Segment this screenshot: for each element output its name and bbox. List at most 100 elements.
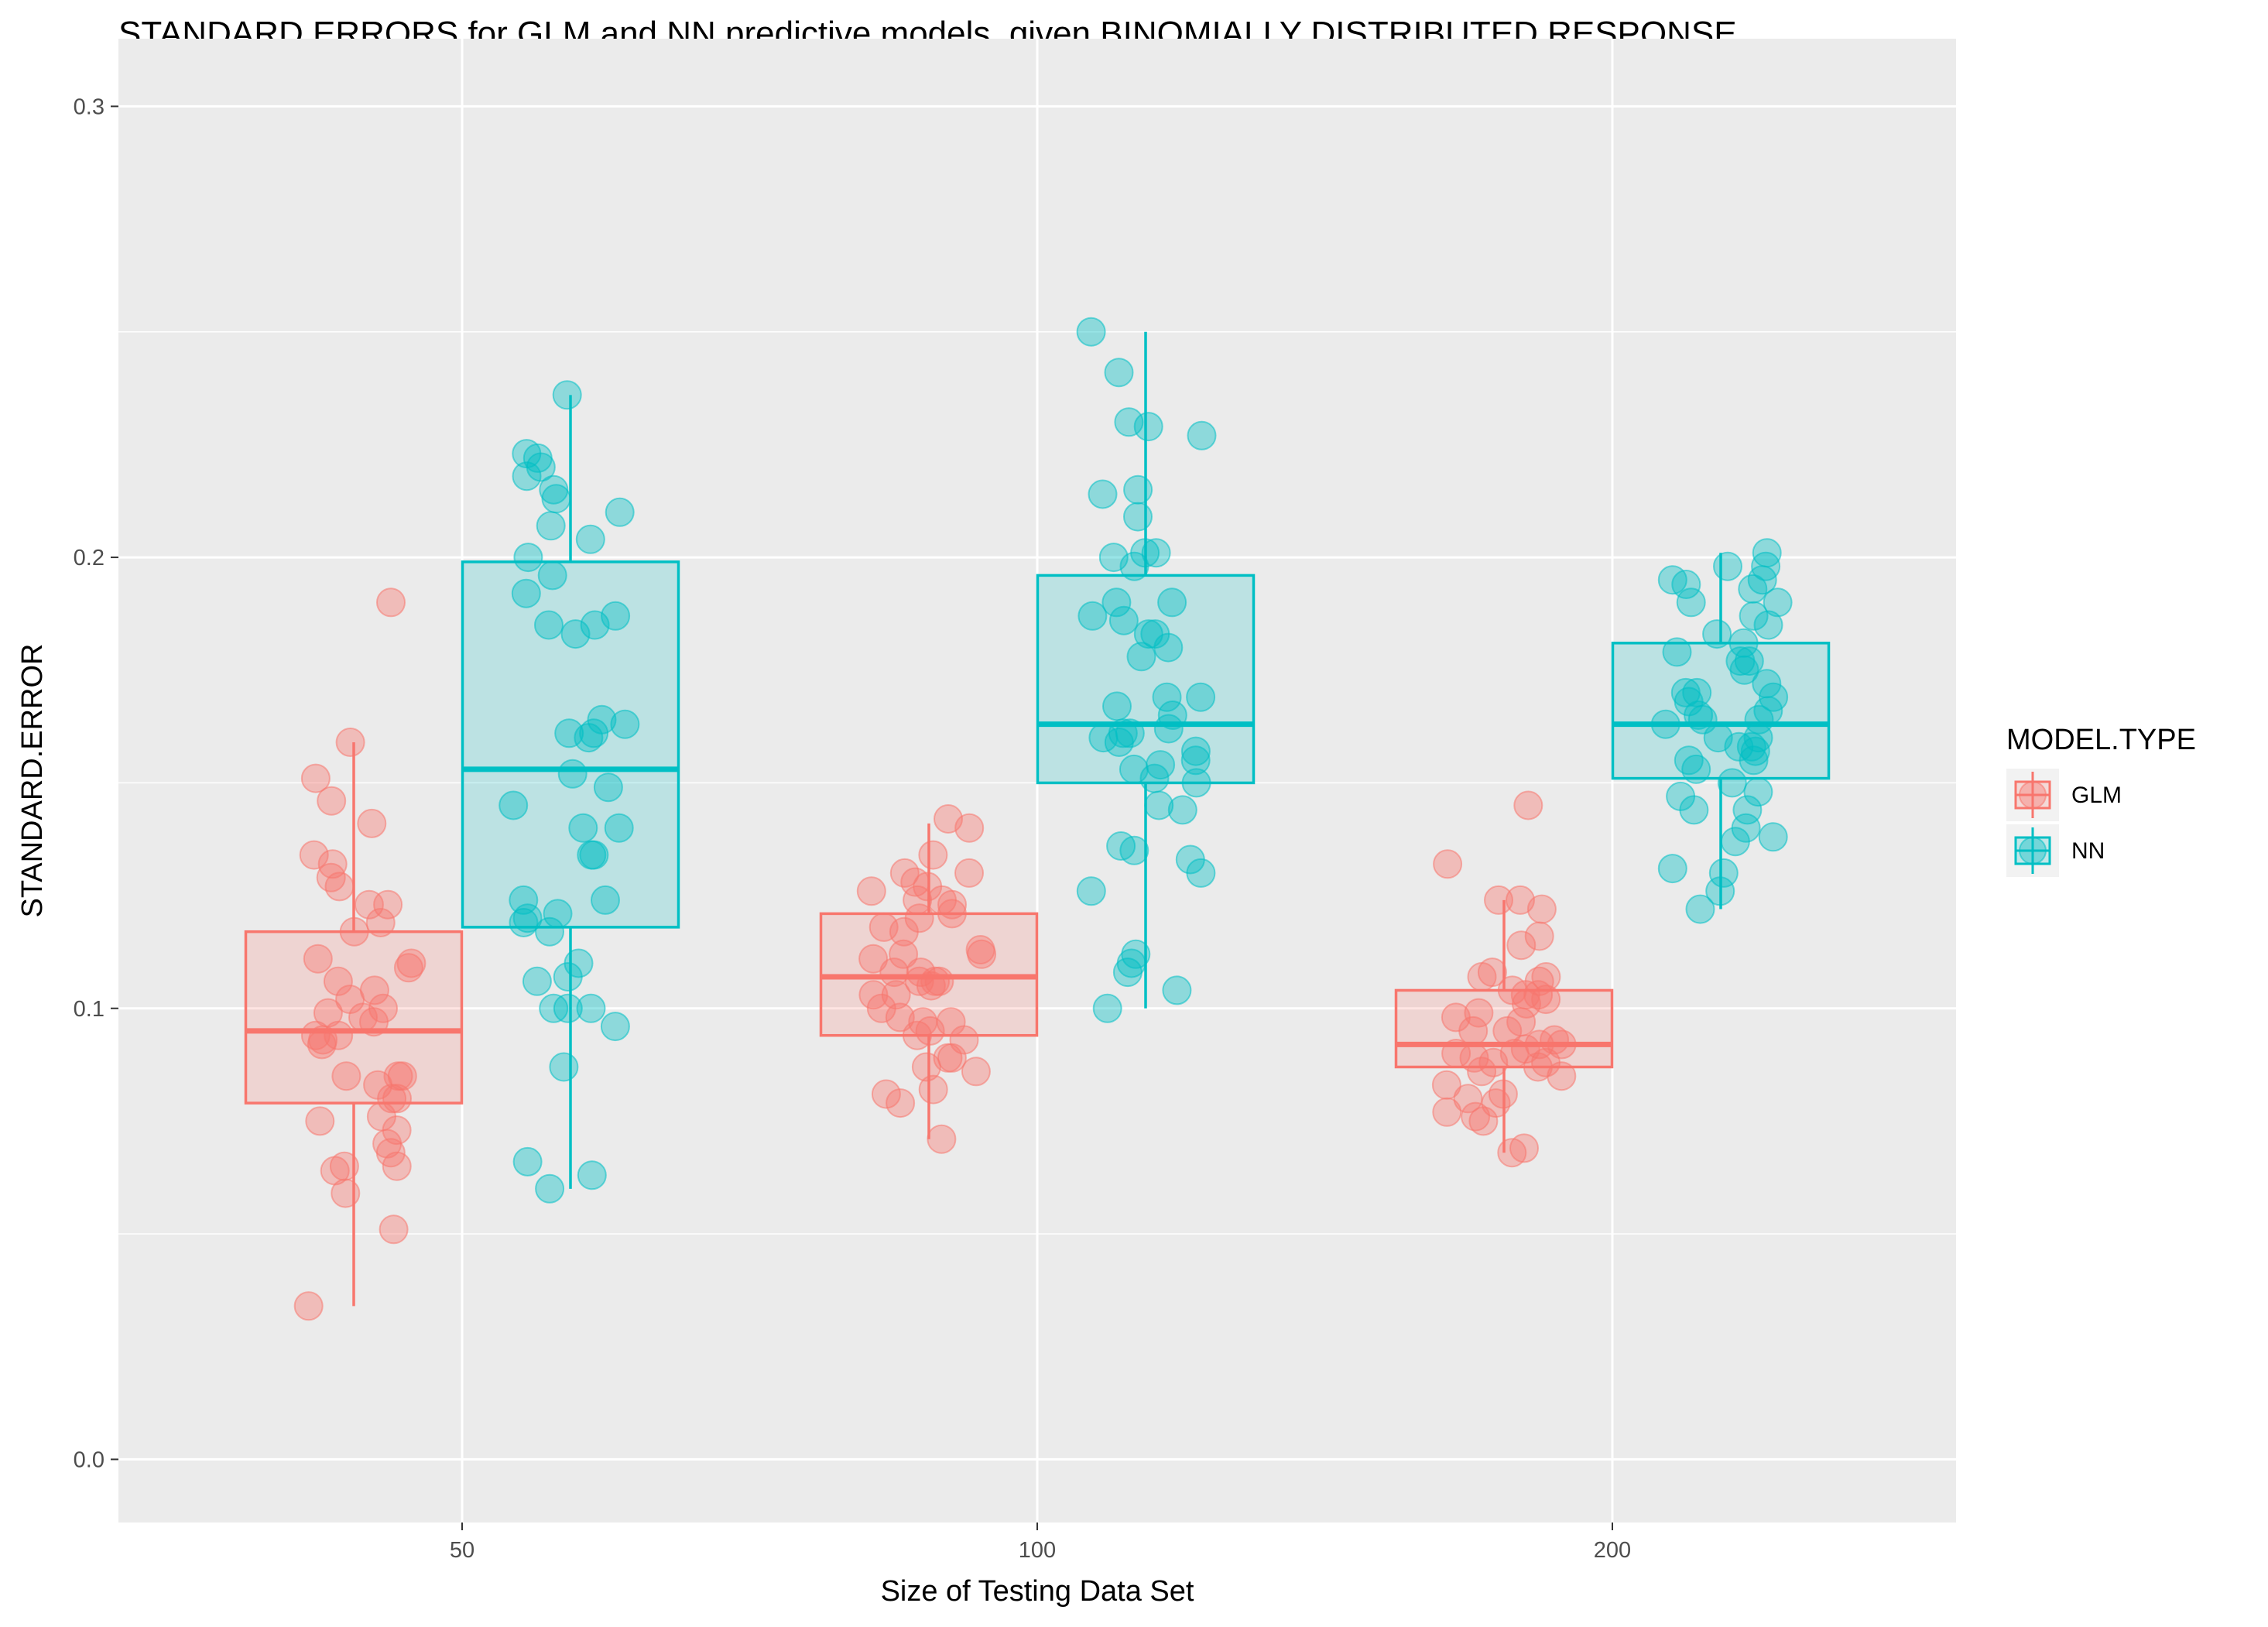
box-nn-100 bbox=[1036, 331, 1256, 1009]
data-point-nn bbox=[1186, 682, 1216, 712]
data-point-glm bbox=[885, 1002, 915, 1033]
data-point-nn bbox=[1077, 601, 1108, 631]
data-point-glm bbox=[331, 1178, 361, 1208]
data-point-nn bbox=[1732, 795, 1763, 825]
data-point-glm bbox=[1506, 885, 1535, 915]
data-point-nn bbox=[580, 610, 610, 640]
data-point-nn bbox=[1153, 714, 1184, 744]
y-tick-label: 0.3 bbox=[74, 94, 104, 119]
data-point-nn bbox=[1092, 993, 1122, 1023]
data-point-nn bbox=[552, 380, 582, 410]
data-point-nn bbox=[1088, 723, 1119, 753]
data-point-nn bbox=[1088, 479, 1118, 509]
data-point-glm bbox=[856, 876, 886, 906]
data-point-glm bbox=[1506, 930, 1537, 961]
data-point-nn bbox=[1187, 420, 1217, 450]
data-point-nn bbox=[1162, 975, 1192, 1005]
x-tick-label: 100 bbox=[1019, 1538, 1056, 1563]
data-point-glm bbox=[915, 1016, 945, 1046]
data-point-nn bbox=[1108, 605, 1139, 635]
data-point-nn bbox=[539, 993, 569, 1023]
data-point-nn bbox=[1717, 768, 1747, 798]
data-point-glm bbox=[335, 728, 365, 757]
data-point-nn bbox=[1657, 854, 1687, 884]
data-point-glm bbox=[303, 944, 333, 974]
data-point-glm bbox=[1431, 1070, 1461, 1100]
data-point-glm bbox=[323, 966, 353, 996]
data-point-nn bbox=[1153, 632, 1184, 663]
box-glm-100 bbox=[819, 823, 1039, 1139]
data-point-nn bbox=[1152, 682, 1182, 712]
data-point-nn bbox=[553, 962, 583, 992]
data-point-nn bbox=[1666, 781, 1696, 811]
data-point-nn bbox=[1101, 587, 1132, 618]
data-point-nn bbox=[1133, 412, 1163, 442]
data-point-nn bbox=[568, 813, 598, 843]
data-point-glm bbox=[913, 872, 943, 902]
data-point-glm bbox=[916, 971, 946, 1001]
y-tick-label: 0.0 bbox=[74, 1447, 104, 1472]
data-point-nn bbox=[536, 511, 566, 541]
data-point-nn bbox=[593, 772, 623, 803]
data-point-nn bbox=[1705, 876, 1735, 906]
data-point-glm bbox=[1526, 894, 1557, 924]
data-point-glm bbox=[357, 808, 387, 838]
data-point-glm bbox=[889, 858, 920, 888]
data-point-glm bbox=[335, 985, 365, 1015]
data-point-glm bbox=[368, 993, 398, 1023]
data-point-glm bbox=[305, 1106, 335, 1136]
data-point-glm bbox=[858, 980, 889, 1010]
data-point-nn bbox=[509, 885, 539, 915]
data-point-glm bbox=[396, 948, 427, 978]
y-axis-label: STANDARD.ERROR bbox=[16, 644, 49, 918]
data-point-glm bbox=[1513, 790, 1543, 820]
data-point-nn bbox=[1720, 827, 1750, 857]
data-point-nn bbox=[1676, 587, 1706, 618]
data-point-glm bbox=[881, 980, 911, 1010]
data-point-nn bbox=[535, 1173, 565, 1204]
data-point-glm bbox=[858, 944, 889, 974]
data-point-glm bbox=[961, 1057, 991, 1087]
box-body bbox=[461, 560, 680, 929]
data-point-glm bbox=[1464, 998, 1494, 1028]
y-tick-label: 0.2 bbox=[74, 546, 104, 570]
data-point-nn bbox=[1729, 655, 1759, 685]
data-point-nn bbox=[1650, 709, 1680, 739]
data-point-nn bbox=[610, 709, 640, 739]
data-point-glm bbox=[918, 1074, 948, 1105]
data-point-nn bbox=[549, 1052, 579, 1082]
data-point-nn bbox=[579, 718, 609, 748]
data-point-nn bbox=[560, 619, 591, 649]
legend-key-point bbox=[2019, 781, 2047, 809]
data-point-nn bbox=[1119, 835, 1149, 865]
legend-item-glm: GLM bbox=[2006, 769, 2122, 821]
data-point-glm bbox=[933, 1043, 963, 1073]
data-point-glm bbox=[1461, 1101, 1491, 1132]
box-body bbox=[1611, 642, 1831, 780]
y-tick-label: 0.1 bbox=[74, 997, 104, 1022]
data-point-nn bbox=[576, 993, 606, 1023]
data-point-nn bbox=[1076, 876, 1106, 906]
data-point-glm bbox=[331, 1061, 361, 1091]
data-point-nn bbox=[1180, 736, 1211, 766]
data-point-nn bbox=[604, 813, 634, 843]
data-point-nn bbox=[557, 759, 588, 789]
data-point-glm bbox=[1484, 885, 1513, 915]
data-point-glm bbox=[1510, 1034, 1540, 1064]
box-body bbox=[1036, 574, 1256, 785]
data-point-glm bbox=[1509, 1133, 1539, 1163]
data-point-nn bbox=[1114, 407, 1144, 437]
data-point-nn bbox=[575, 524, 605, 554]
data-point-glm bbox=[379, 1214, 409, 1245]
data-point-nn bbox=[1102, 691, 1132, 721]
data-point-nn bbox=[1753, 696, 1783, 726]
legend: MODEL.TYPE GLM NN bbox=[2006, 724, 2196, 877]
data-point-glm bbox=[1467, 1057, 1497, 1087]
data-point-glm bbox=[1467, 962, 1497, 992]
legend-items: GLM NN bbox=[2006, 769, 2122, 877]
data-point-glm bbox=[324, 1020, 354, 1050]
data-point-nn bbox=[1670, 677, 1701, 707]
data-point-glm bbox=[1432, 1097, 1462, 1127]
data-point-glm bbox=[300, 763, 331, 793]
